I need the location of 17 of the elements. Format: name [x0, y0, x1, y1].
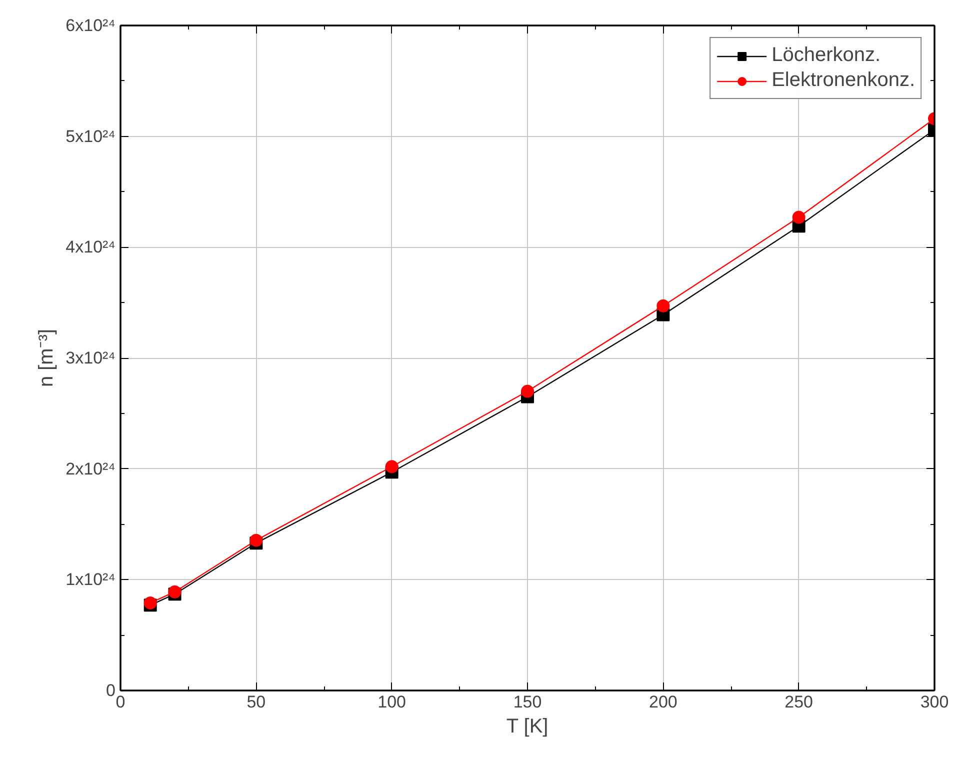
y-tick-label: 4x10²⁴: [66, 238, 116, 257]
legend-label: Löcherkonz.: [772, 44, 881, 67]
y-tick-label: 0: [106, 681, 116, 700]
x-tick-label: 100: [378, 692, 406, 712]
y-tick-label: 1x10²⁴: [66, 570, 116, 590]
x-tick-label: 200: [648, 692, 678, 712]
y-tick-label: 2x10²⁴: [66, 459, 116, 478]
x-tick-label: 50: [246, 692, 266, 712]
y-axis-title: n [m⁻³]: [36, 328, 58, 388]
x-tick-label: 250: [784, 692, 814, 712]
y-tick-label: 3x10²⁴: [66, 348, 116, 368]
x-tick-label: 150: [513, 692, 542, 712]
legend-label: Elektronenkonz.: [772, 69, 915, 92]
y-tick-label: 5x10²⁴: [66, 126, 116, 146]
x-axis-title: T [K]: [506, 716, 548, 738]
x-tick-label: 300: [920, 692, 949, 712]
y-tick-label: 6x10²⁴: [66, 16, 116, 35]
